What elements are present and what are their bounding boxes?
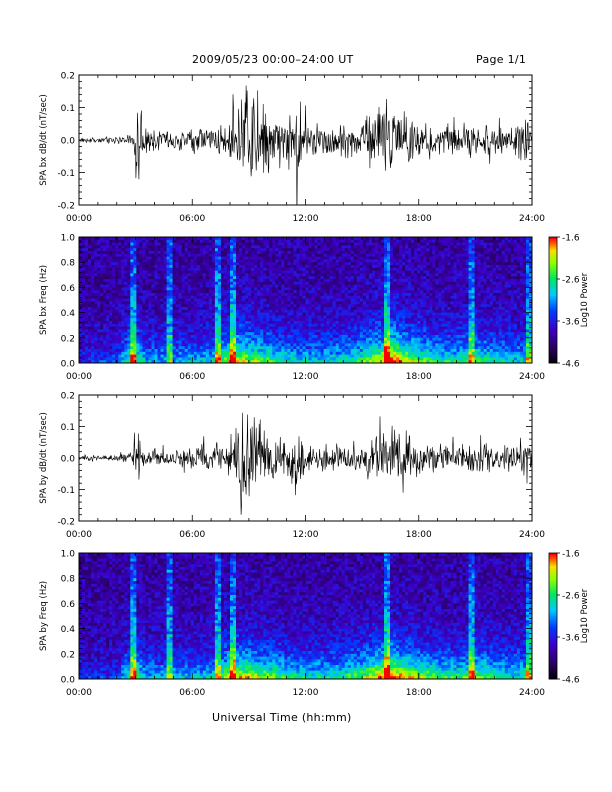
- y-tick-label: 0.2: [61, 334, 75, 344]
- y-tick-label: 0.0: [61, 676, 76, 686]
- y-tick-label: 0.0: [61, 455, 76, 465]
- x-tick-label: 24:00: [519, 214, 545, 224]
- x-tick-label: 12:00: [293, 530, 319, 540]
- colorbar-tick-label: -3.6: [562, 634, 580, 644]
- colorbar: -1.6 -2.6 -3.6 -4.6 Log10 Power: [548, 550, 590, 686]
- colorbar-frame: [548, 552, 558, 680]
- x-axis-title: Universal Time (hh:mm): [212, 711, 352, 724]
- y-tick-label: 0.2: [61, 72, 75, 82]
- page-title: 2009/05/23 00:00–24:00 UT: [192, 53, 354, 66]
- y-axis-title: SPA bx dB/dt (nT/sec): [39, 94, 49, 186]
- y-tick-label: 0.6: [61, 600, 76, 610]
- x-tick-label: 00:00: [66, 530, 92, 540]
- panel-1: 00:00 06:00 12:00 18:00 24:00 -0.2 -0.1 0.0 0.1 0…: [39, 72, 545, 225]
- waveform-line: [79, 412, 532, 515]
- x-tick-label: 24:00: [519, 372, 545, 382]
- y-tick-label: 0.8: [61, 575, 76, 585]
- plot-frame: [78, 394, 533, 522]
- colorbar-tick-label: -1.6: [562, 234, 580, 244]
- y-tick-label: 0.1: [61, 423, 75, 433]
- y-tick-label: 0.0: [61, 360, 76, 370]
- x-tick-label: 00:00: [66, 688, 92, 698]
- y-axis-title: SPA by Freq (Hz): [39, 581, 49, 651]
- panel-2: -1.6 -2.6 -3.6 -4.6 Log10 Power 00:00 06:00 12:…: [39, 234, 590, 383]
- colorbar-tick-label: -2.6: [562, 592, 580, 602]
- x-tick-label: 12:00: [293, 372, 319, 382]
- y-tick-label: 0.2: [61, 392, 75, 402]
- y-tick-label: 0.4: [61, 625, 76, 635]
- y-tick-label: 0.1: [61, 104, 75, 114]
- colorbar-tick-label: -4.6: [562, 360, 580, 370]
- colorbar-label: Log10 Power: [580, 272, 590, 327]
- y-tick-label: -0.2: [57, 202, 75, 212]
- colorbar-label: Log10 Power: [580, 588, 590, 643]
- colorbar: -1.6 -2.6 -3.6 -4.6 Log10 Power: [548, 234, 590, 370]
- y-tick-label: -0.1: [57, 169, 75, 179]
- x-tick-label: 06:00: [179, 530, 205, 540]
- colorbar-tick-label: -4.6: [562, 676, 580, 686]
- x-tick-label: 00:00: [66, 372, 92, 382]
- colorbar-frame: [548, 236, 558, 364]
- y-axis-title: SPA by dB/dt (nT/sec): [39, 412, 49, 504]
- x-tick-label: 12:00: [293, 688, 319, 698]
- y-tick-label: 0.6: [61, 284, 76, 294]
- waveform-line: [79, 85, 532, 205]
- panel-4: -1.6 -2.6 -3.6 -4.6 Log10 Power 00:00 06:00 12:…: [39, 550, 590, 699]
- x-tick-label: 18:00: [406, 372, 432, 382]
- y-axis-title: SPA bx Freq (Hz): [39, 265, 49, 335]
- x-tick-label: 06:00: [179, 688, 205, 698]
- panel-3: 00:00 06:00 12:00 18:00 24:00 -0.2 -0.1 0.0 0.1 0…: [39, 392, 545, 541]
- x-tick-label: 18:00: [406, 214, 432, 224]
- colorbar-tick-label: -2.6: [562, 276, 580, 286]
- x-tick-label: 00:00: [66, 214, 92, 224]
- colorbar-tick-label: -1.6: [562, 550, 580, 560]
- y-tick-label: 0.2: [61, 650, 75, 660]
- y-tick-label: -0.2: [57, 518, 75, 528]
- y-tick-label: -0.1: [57, 486, 75, 496]
- page-number: Page 1/1: [476, 53, 527, 66]
- colorbar-tick-label: -3.6: [562, 318, 580, 328]
- y-tick-label: 1.0: [61, 234, 76, 244]
- x-tick-label: 18:00: [406, 530, 432, 540]
- x-tick-label: 24:00: [519, 530, 545, 540]
- y-tick-label: 0.4: [61, 309, 76, 319]
- y-tick-label: 0.0: [61, 137, 76, 147]
- spectrogram: [79, 237, 533, 364]
- x-tick-label: 18:00: [406, 688, 432, 698]
- x-tick-label: 24:00: [519, 688, 545, 698]
- x-tick-label: 12:00: [293, 214, 319, 224]
- y-tick-label: 0.8: [61, 259, 76, 269]
- y-tick-label: 1.0: [61, 550, 76, 560]
- x-tick-label: 06:00: [179, 372, 205, 382]
- x-tick-label: 06:00: [179, 214, 205, 224]
- spectrogram: [79, 553, 533, 680]
